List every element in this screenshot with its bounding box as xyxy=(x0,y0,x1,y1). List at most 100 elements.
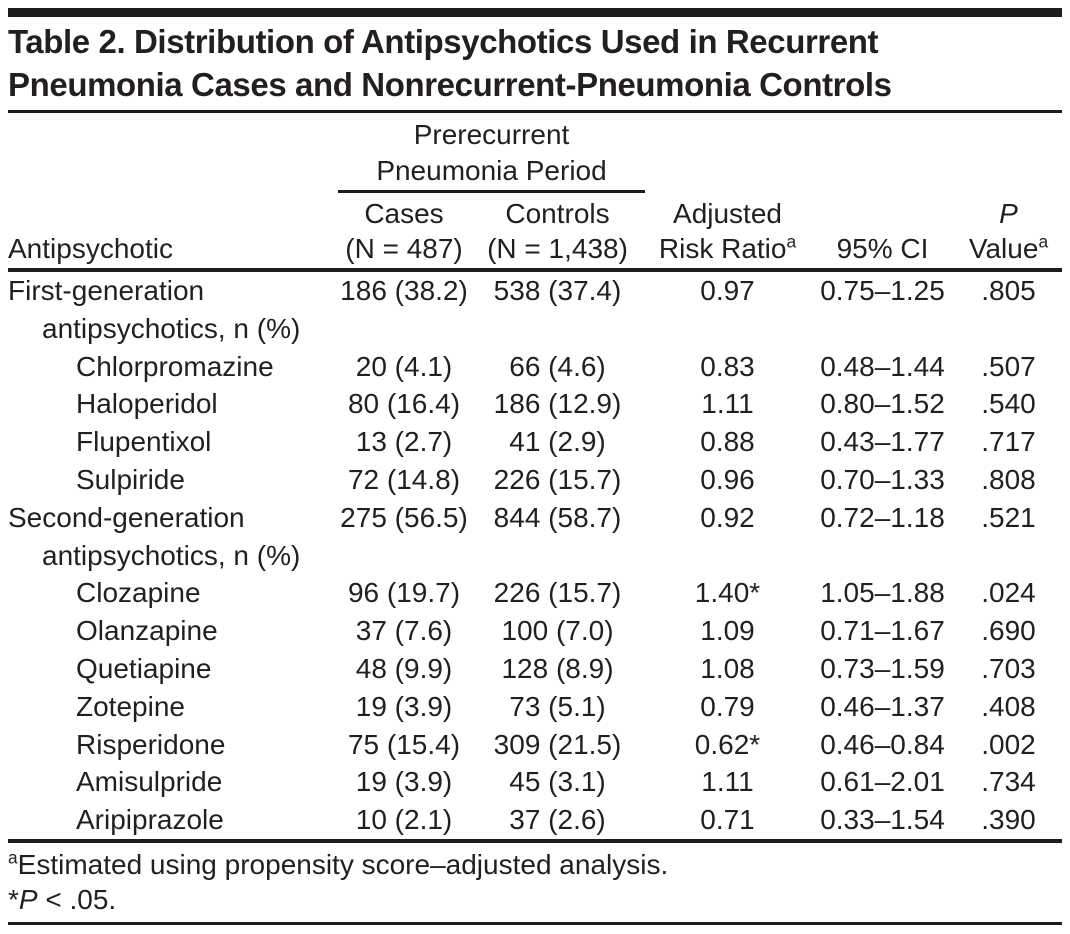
cell-p-value: .703 xyxy=(981,652,1036,684)
cell-ci: 0.46–0.84 xyxy=(820,728,945,760)
cell-risk-ratio: 0.96 xyxy=(700,463,755,495)
column-header-controls: Controls (N = 1,438) xyxy=(470,196,645,266)
column-header-95ci: 95% CI xyxy=(836,233,929,264)
table-row-haloperidol: Haloperidol 80 (16.4) 186 (12.9) 1.11 0.… xyxy=(8,385,1062,423)
cell-ci: 0.33–1.54 xyxy=(820,804,945,836)
table-row-risperidone: Risperidone 75 (15.4) 309 (21.5) 0.62* 0… xyxy=(8,726,1062,764)
table-row-quetiapine: Quetiapine 48 (9.9) 128 (8.9) 1.08 0.73–… xyxy=(8,650,1062,688)
row-name: Second-generation antipsychotics, n (%) xyxy=(8,499,338,575)
cell-p-value: .408 xyxy=(981,690,1036,722)
row-name: Zotepine xyxy=(76,690,185,722)
controls-header-line2: (N = 1,438) xyxy=(487,233,628,264)
p-header-label: Value xyxy=(968,233,1039,264)
cell-risk-ratio: 1.40* xyxy=(694,577,761,609)
row-name: First-generation antipsychotics, n (%) xyxy=(8,272,338,348)
spanner-line1: Prerecurrent xyxy=(413,119,570,150)
row-name: Chlorpromazine xyxy=(76,350,274,382)
cell-risk-ratio: 0.83 xyxy=(700,350,755,382)
row-name: Risperidone xyxy=(76,728,226,760)
cell-cases: 20 (4.1) xyxy=(355,350,453,382)
row-name-line2: antipsychotics, n (%) xyxy=(42,312,301,344)
cell-risk-ratio: 1.08 xyxy=(700,652,755,684)
cell-p-value: .024 xyxy=(981,577,1036,609)
cell-cases: 275 (56.5) xyxy=(340,501,468,533)
cell-controls: 100 (7.0) xyxy=(501,615,614,647)
cell-p-value: .717 xyxy=(981,426,1036,458)
cell-controls: 309 (21.5) xyxy=(493,728,622,760)
cell-cases: 96 (19.7) xyxy=(347,577,461,609)
cell-p-value: .521 xyxy=(981,501,1036,533)
cell-risk-ratio: 1.11 xyxy=(701,766,754,798)
table-row-olanzapine: Olanzapine 37 (7.6) 100 (7.0) 1.09 0.71–… xyxy=(8,612,1062,650)
footnote-marker-a: a xyxy=(1038,231,1049,252)
table-row-second-generation: Second-generation antipsychotics, n (%) … xyxy=(8,499,1062,575)
footnote-marker-a: a xyxy=(786,231,797,252)
footnotes: aEstimated using propensity score–adjust… xyxy=(8,843,1062,922)
cell-p-value: .540 xyxy=(981,388,1036,420)
row-name: Clozapine xyxy=(76,577,201,609)
top-rule-thick xyxy=(8,8,1062,17)
row-name-line1: First-generation xyxy=(8,275,205,306)
header-columns-row: Antipsychotic Cases (N = 487) Controls (… xyxy=(8,193,1062,268)
cell-ci: 0.72–1.18 xyxy=(820,501,945,533)
cell-risk-ratio: 1.09 xyxy=(700,615,755,647)
table-row-clozapine: Clozapine 96 (19.7) 226 (15.7) 1.40* 1.0… xyxy=(8,574,1062,612)
table-row-first-generation: First-generation antipsychotics, n (%) 1… xyxy=(8,272,1062,348)
cases-header-line2: (N = 487) xyxy=(345,233,463,264)
cell-p-value: .690 xyxy=(981,615,1036,647)
cell-controls: 66 (4.6) xyxy=(509,350,606,382)
arr-header-line2: Risk Ratioa xyxy=(645,231,810,266)
row-name: Aripiprazole xyxy=(76,804,224,836)
controls-header-line1: Controls xyxy=(505,198,610,229)
spanner-prerecurrent-period: Prerecurrent Pneumonia Period xyxy=(338,117,645,193)
cell-cases: 10 (2.1) xyxy=(355,804,453,836)
cell-p-value: .390 xyxy=(981,804,1036,836)
bottom-rule xyxy=(8,921,1062,925)
cell-risk-ratio: 0.79 xyxy=(700,690,755,722)
table-title: Table 2. Distribution of Antipsychotics … xyxy=(8,17,1062,110)
table-header: Prerecurrent Pneumonia Period Antipsycho… xyxy=(8,113,1062,268)
cell-risk-ratio: 0.62* xyxy=(694,728,761,760)
asterisk-marker: * xyxy=(8,883,19,915)
cell-ci: 0.71–1.67 xyxy=(820,615,945,647)
footnote-a: aEstimated using propensity score–adjust… xyxy=(8,847,1062,882)
table-row-aripiprazole: Aripiprazole 10 (2.1) 37 (2.6) 0.71 0.33… xyxy=(8,801,1062,839)
footnote-a-text: Estimated using propensity score–adjuste… xyxy=(17,848,669,880)
cell-cases: 19 (3.9) xyxy=(355,690,453,722)
cell-risk-ratio: 0.88 xyxy=(700,426,755,458)
cell-ci: 0.46–1.37 xyxy=(820,690,945,722)
header-body-rule xyxy=(8,268,1062,272)
arr-header-line1: Adjusted xyxy=(673,198,782,229)
column-header-adjusted-risk-ratio: Adjusted Risk Ratioa xyxy=(645,196,810,266)
cell-risk-ratio: 1.11 xyxy=(701,388,754,420)
footnote-asterisk-text: < .05. xyxy=(37,883,117,915)
body-footnote-rule xyxy=(8,838,1062,843)
cell-ci: 0.80–1.52 xyxy=(820,388,945,420)
row-name-line1: Second-generation xyxy=(8,501,245,533)
cell-ci: 0.61–2.01 xyxy=(820,766,945,798)
cell-p-value: .734 xyxy=(981,766,1036,798)
cell-ci: 0.70–1.33 xyxy=(820,463,945,495)
row-name: Olanzapine xyxy=(76,615,218,647)
cell-cases: 75 (15.4) xyxy=(347,728,461,760)
row-name-line2: antipsychotics, n (%) xyxy=(42,539,301,571)
cell-cases: 80 (16.4) xyxy=(347,388,461,420)
cell-cases: 72 (14.8) xyxy=(347,463,461,495)
cell-risk-ratio: 0.71 xyxy=(700,804,755,836)
cell-cases: 13 (2.7) xyxy=(355,426,453,458)
footnote-p-symbol: P xyxy=(18,883,38,915)
cell-ci: 1.05–1.88 xyxy=(820,577,945,609)
cell-cases: 19 (3.9) xyxy=(355,766,453,798)
table-title-line2: Pneumonia Cases and Nonrecurrent-Pneumon… xyxy=(8,66,892,103)
cell-ci: 0.48–1.44 xyxy=(820,350,945,382)
cell-controls: 538 (37.4) xyxy=(493,275,622,306)
row-name: Flupentixol xyxy=(76,426,212,458)
cases-header-line1: Cases xyxy=(364,198,444,229)
footnote-asterisk: *P < .05. xyxy=(8,882,1062,917)
cell-risk-ratio: 0.92 xyxy=(700,501,755,533)
cell-controls: 73 (5.1) xyxy=(509,690,606,722)
cell-controls: 41 (2.9) xyxy=(509,426,606,458)
table-row-amisulpride: Amisulpride 19 (3.9) 45 (3.1) 1.11 0.61–… xyxy=(8,763,1062,801)
row-name: Amisulpride xyxy=(76,766,223,798)
